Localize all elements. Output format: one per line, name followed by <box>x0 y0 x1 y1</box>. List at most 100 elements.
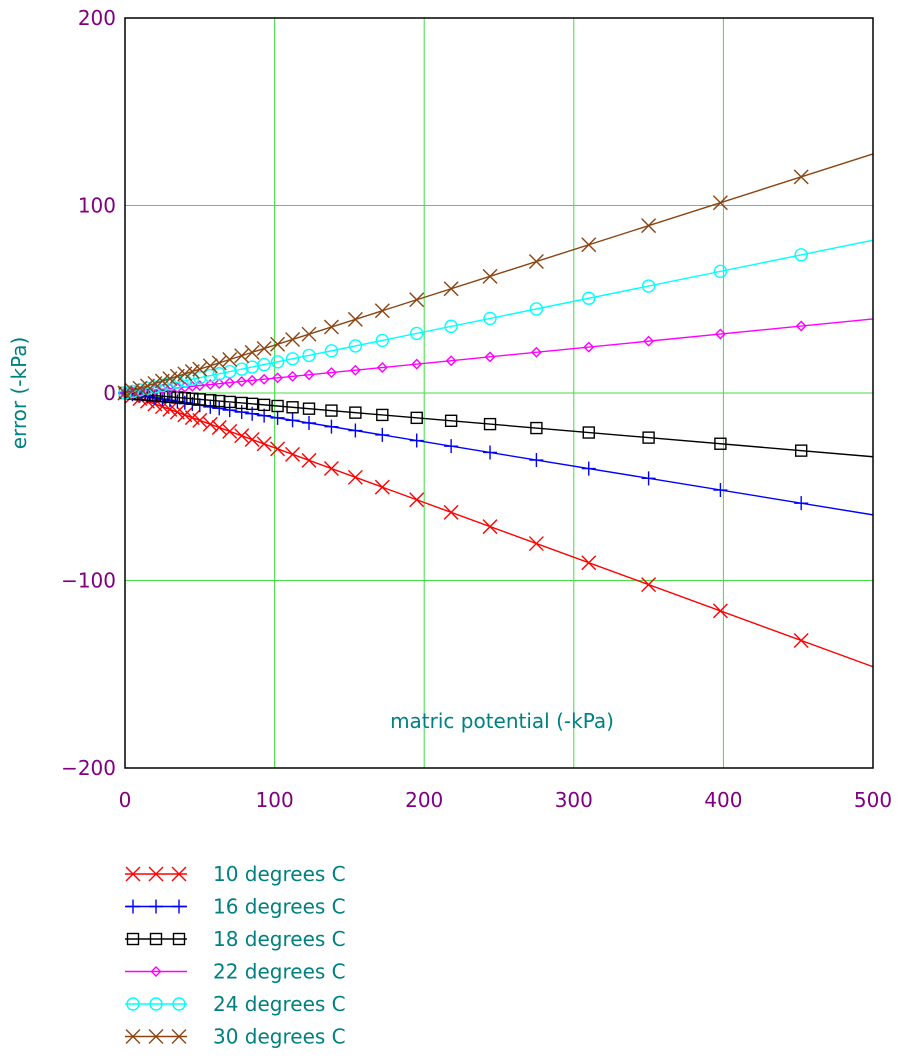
legend-label: 22 degrees C <box>213 960 346 984</box>
data-point <box>192 361 208 377</box>
data-point <box>302 415 317 430</box>
data-point <box>270 410 285 425</box>
data-point <box>323 461 339 477</box>
data-point <box>140 389 155 404</box>
data-point <box>529 453 544 468</box>
data-point <box>211 419 227 435</box>
legend-marker <box>126 932 140 946</box>
data-point <box>375 333 390 348</box>
data-point <box>409 292 425 308</box>
data-point <box>222 423 238 439</box>
data-point <box>224 377 236 389</box>
data-point <box>244 432 260 448</box>
data-point <box>285 331 301 347</box>
series-line <box>124 392 874 458</box>
data-point <box>324 419 339 434</box>
y-axis-label: error (-kPa) <box>7 337 31 450</box>
y-tick-label: 100 <box>78 194 116 218</box>
legend-marker <box>125 1029 141 1044</box>
data-point <box>213 378 225 390</box>
series-16-degrees-c <box>118 386 874 516</box>
series-18-degrees-c <box>118 386 874 458</box>
data-point <box>482 519 498 535</box>
legend-marker <box>149 997 163 1011</box>
legend-marker <box>171 866 187 882</box>
data-point <box>301 326 317 342</box>
legend-marker <box>172 997 186 1011</box>
data-point <box>325 404 338 417</box>
data-point <box>178 391 192 405</box>
data-point <box>246 374 258 386</box>
data-point <box>795 320 807 332</box>
data-point <box>162 393 177 408</box>
data-point <box>186 392 199 405</box>
data-point <box>347 311 363 327</box>
data-point <box>245 397 259 411</box>
y-tick-label: 200 <box>78 6 116 30</box>
data-point <box>482 268 498 284</box>
data-point <box>302 402 316 415</box>
legend-marker <box>125 866 141 882</box>
legend-item: 22 degrees C <box>125 960 346 984</box>
series-24-degrees-c <box>118 239 874 400</box>
series-line <box>124 392 874 516</box>
data-point <box>234 348 250 364</box>
data-point <box>713 483 728 498</box>
legend-marker <box>126 997 140 1011</box>
data-point <box>349 406 362 419</box>
legend-item: 24 degrees C <box>125 992 346 1016</box>
data-point <box>583 341 595 353</box>
data-point <box>323 319 339 335</box>
data-point <box>714 437 727 450</box>
data-point <box>204 394 217 407</box>
data-point <box>285 413 300 428</box>
data-point <box>348 423 363 438</box>
data-point <box>222 403 237 418</box>
data-point <box>713 264 728 279</box>
data-point <box>374 479 390 495</box>
legend-marker <box>149 932 163 946</box>
legend-marker <box>172 899 186 914</box>
data-point <box>483 445 498 460</box>
data-point <box>257 398 271 412</box>
data-point <box>444 414 458 427</box>
data-point <box>641 471 656 486</box>
y-tick-label: −200 <box>61 756 116 780</box>
data-point <box>410 326 424 341</box>
data-point <box>582 291 596 305</box>
series-line <box>124 318 874 394</box>
data-point <box>270 336 286 352</box>
data-point <box>712 603 728 619</box>
data-point <box>271 399 284 413</box>
x-axis-label: matric potential (-kPa) <box>390 709 614 733</box>
data-point <box>256 341 272 357</box>
data-point <box>192 412 208 428</box>
data-point <box>529 302 544 316</box>
data-point <box>410 411 423 425</box>
data-point <box>244 344 260 360</box>
legend-label: 18 degrees C <box>213 927 346 951</box>
series-line <box>124 239 874 394</box>
series-line <box>124 392 874 668</box>
data-point <box>642 431 655 444</box>
data-point <box>185 372 200 386</box>
data-point <box>234 405 249 420</box>
data-point <box>641 279 656 293</box>
legend-marker <box>126 899 140 914</box>
y-tick-label: −100 <box>61 569 116 593</box>
data-point <box>302 348 316 363</box>
data-point <box>714 328 726 340</box>
series-30-degrees-c <box>117 153 874 401</box>
legend-label: 30 degrees C <box>213 1025 346 1049</box>
data-point <box>376 408 389 422</box>
data-point <box>203 368 217 383</box>
legend-item: 18 degrees C <box>125 927 346 951</box>
legend-label: 16 degrees C <box>213 895 346 919</box>
data-point <box>258 373 270 385</box>
data-point <box>794 248 808 262</box>
data-point <box>411 358 423 370</box>
data-point <box>581 237 597 253</box>
tick-labels: 0 100 200 300 400 500 200 100 0 −100 −200 <box>61 6 892 812</box>
data-point <box>223 395 236 409</box>
data-point <box>409 433 424 448</box>
